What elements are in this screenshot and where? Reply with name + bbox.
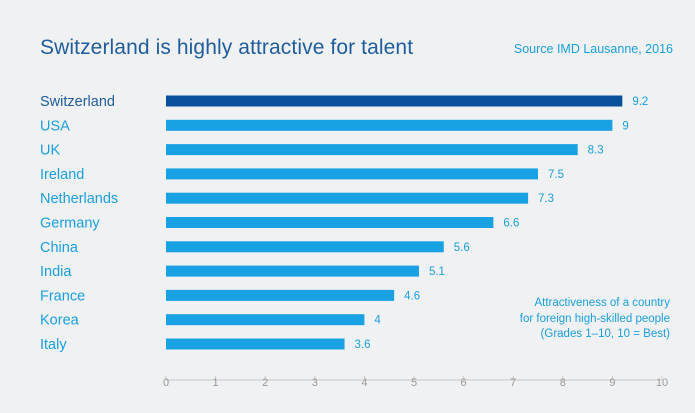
- x-tick-label-0: 0: [163, 377, 169, 389]
- category-label-switzerland: Switzerland: [40, 94, 115, 110]
- category-label-ireland: Ireland: [40, 167, 84, 183]
- note-line-3: (Grades 1–10, 10 = Best): [540, 328, 670, 340]
- category-label-china: China: [40, 240, 79, 256]
- value-label-usa: 9: [622, 120, 628, 132]
- x-tick-label-7: 7: [510, 377, 516, 389]
- value-labels: 9.2 9 8.3 7.5 7.3 6.6 5.6 5.1 4.6 43.6: [355, 96, 649, 351]
- value-label-uk: 8.3: [588, 145, 604, 157]
- x-axis: 0 1 2 3 4 5 6 7 8 9 10: [163, 376, 668, 389]
- bar-switzerland: [166, 95, 623, 107]
- value-label-china: 5.6: [454, 242, 470, 254]
- note-line-1: Attractiveness of a country: [534, 297, 670, 309]
- bar-usa: [166, 119, 613, 131]
- bar-ireland: [166, 168, 538, 180]
- x-tick-label-3: 3: [312, 377, 318, 389]
- chart-title: Switzerland is highly attractive for tal…: [40, 36, 414, 59]
- category-label-germany: Germany: [40, 216, 100, 232]
- bar-china: [166, 241, 444, 253]
- value-label-italy: 3.6: [355, 339, 371, 351]
- category-label-netherlands: Netherlands: [40, 191, 118, 207]
- x-tick-label-8: 8: [560, 377, 566, 389]
- bar-india: [166, 265, 419, 277]
- source-label: Source IMD Lausanne, 2016: [513, 42, 673, 56]
- x-tick-label-2: 2: [262, 377, 268, 389]
- bar-italy: [166, 338, 345, 350]
- bars-layer: [166, 95, 623, 350]
- category-label-italy: Italy: [40, 337, 67, 353]
- category-labels: Switzerland USA UK Ireland Netherlands German…: [40, 94, 118, 353]
- bar-korea: [166, 314, 365, 326]
- value-label-switzerland: 9.2: [632, 96, 648, 108]
- value-label-ireland: 7.5: [548, 169, 564, 181]
- category-label-france: France: [40, 288, 85, 304]
- value-label-netherlands: 7.3: [538, 193, 554, 205]
- x-tick-label-6: 6: [461, 377, 467, 389]
- category-label-usa: USA: [40, 118, 70, 134]
- x-tick-label-9: 9: [609, 377, 615, 389]
- note-line-2: for foreign high-skilled people: [519, 312, 670, 325]
- bar-uk: [166, 144, 578, 156]
- value-label-korea: 4: [374, 315, 381, 327]
- bar-germany: [166, 217, 494, 228]
- x-tick-label-4: 4: [361, 377, 367, 389]
- value-label-germany: 6.6: [503, 218, 519, 230]
- category-label-uk: UK: [40, 143, 60, 159]
- value-label-france: 4.6: [404, 290, 420, 302]
- category-label-india: India: [40, 264, 72, 280]
- category-label-korea: Korea: [40, 313, 80, 329]
- chart-note: Attractiveness of a country for foreign …: [430, 296, 670, 343]
- x-tick-label-1: 1: [213, 377, 219, 389]
- x-tick-label-10: 10: [656, 377, 668, 389]
- value-label-india: 5.1: [429, 266, 445, 278]
- x-tick-label-5: 5: [411, 377, 417, 389]
- bar-netherlands: [166, 192, 529, 204]
- bar-france: [166, 289, 395, 301]
